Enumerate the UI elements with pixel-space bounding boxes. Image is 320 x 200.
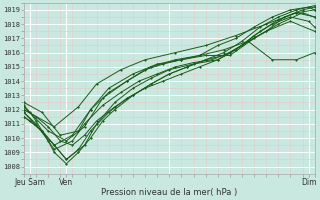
X-axis label: Pression niveau de la mer( hPa ): Pression niveau de la mer( hPa ) [101,188,237,197]
